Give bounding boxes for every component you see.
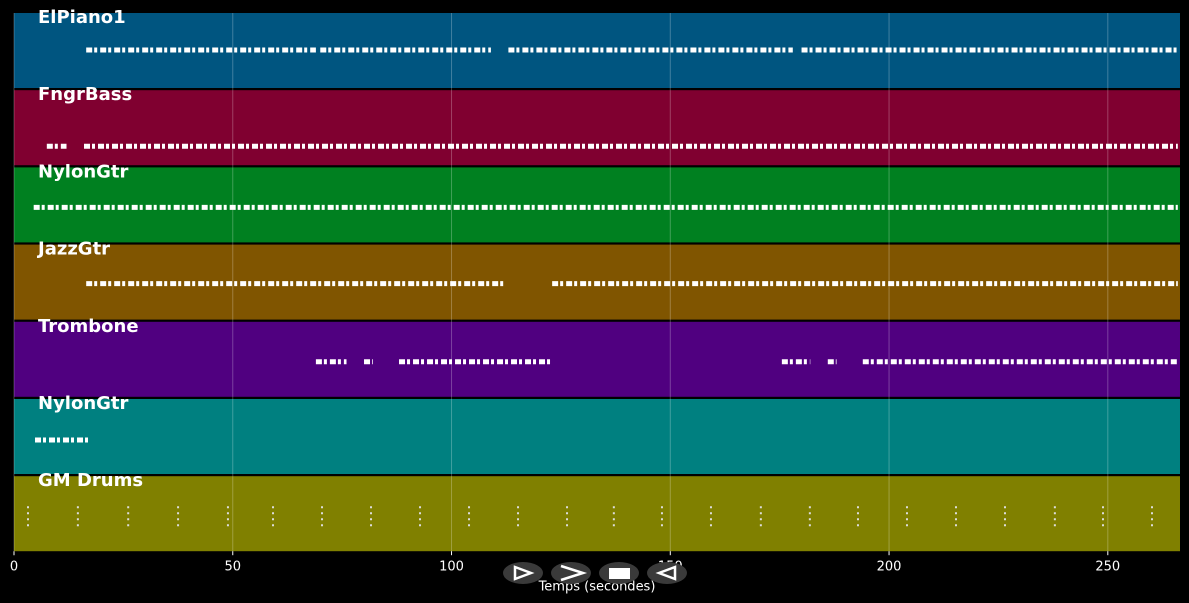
track-name: GM Drums [38, 470, 143, 491]
track-name: JazzGtr [36, 239, 110, 260]
track-name: FngrBass [38, 84, 132, 105]
x-tick-label: 200 [877, 560, 902, 575]
track-name: NylonGtr [38, 161, 129, 182]
track-name: Trombone [38, 316, 139, 337]
track-lane [14, 476, 1180, 552]
notes [27, 47, 1178, 531]
x-tick-label: 50 [224, 560, 241, 575]
lanes [14, 13, 1180, 552]
track-name: NylonGtr [38, 393, 129, 414]
playback-controls [503, 562, 687, 584]
forward-button[interactable] [551, 562, 591, 584]
x-axis-label: Temps (secondes) [538, 580, 656, 595]
x-tick-label: 100 [439, 560, 464, 575]
play-button[interactable] [503, 562, 543, 584]
track-lane [14, 90, 1180, 166]
stop-button[interactable] [599, 562, 639, 584]
x-tick-label: 250 [1095, 560, 1120, 575]
back-button[interactable] [647, 562, 687, 584]
x-tick-label: 0 [10, 560, 18, 575]
track-name: ElPiano1 [38, 7, 126, 28]
track-lane [14, 399, 1180, 474]
